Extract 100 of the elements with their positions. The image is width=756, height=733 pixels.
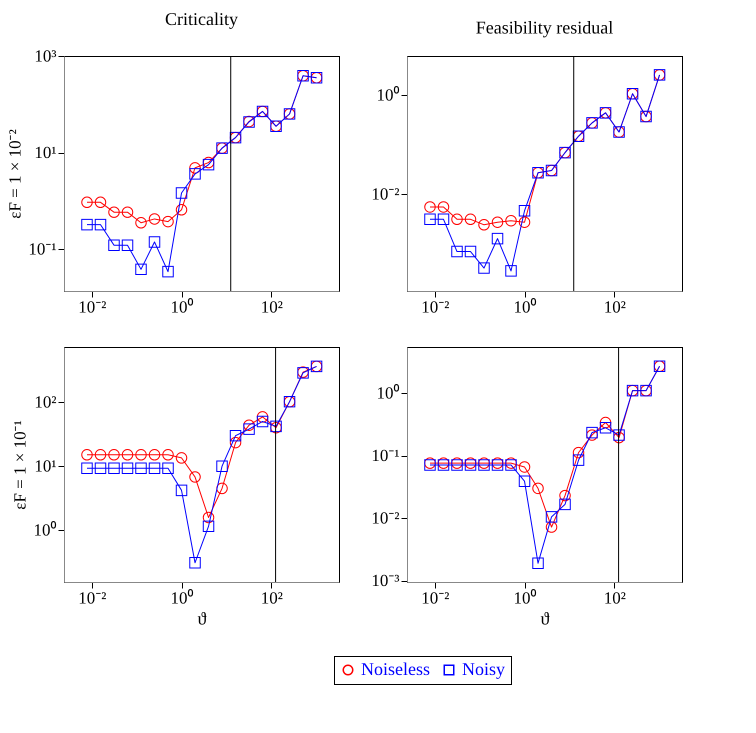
y-tick-label: 10⁻² xyxy=(371,184,400,204)
point xyxy=(81,449,93,460)
point xyxy=(256,411,268,423)
point xyxy=(94,449,106,460)
y-tick-label: 10⁰ xyxy=(34,520,56,540)
chart-title: Criticality xyxy=(165,9,238,29)
y-axis-title: εF = 1 × 10⁻¹ xyxy=(10,420,30,510)
point xyxy=(424,214,436,226)
point xyxy=(230,430,242,442)
x-tick-label: 10² xyxy=(604,588,626,608)
point xyxy=(451,246,463,258)
point xyxy=(613,432,625,444)
point xyxy=(572,446,584,458)
point xyxy=(464,246,476,258)
point xyxy=(505,214,517,226)
point xyxy=(81,218,93,230)
x-tick-label: 10² xyxy=(260,588,283,608)
legend-label: Noiseless xyxy=(361,659,430,679)
point xyxy=(613,429,625,441)
point xyxy=(148,236,160,248)
y-tick-label: 10⁰ xyxy=(376,384,400,403)
point xyxy=(464,214,476,226)
x-tick-label: 10² xyxy=(604,298,626,316)
point xyxy=(424,201,436,213)
point xyxy=(478,262,490,274)
point xyxy=(148,449,160,460)
point xyxy=(108,206,120,218)
x-tick-label: 10⁻² xyxy=(78,298,106,316)
point xyxy=(189,471,201,483)
point xyxy=(162,462,174,474)
point xyxy=(189,168,201,180)
point xyxy=(600,416,612,428)
point xyxy=(492,216,504,228)
y-tick-label: 10⁻² xyxy=(371,508,400,528)
point xyxy=(81,462,93,474)
x-tick-label: 10⁻² xyxy=(421,588,450,608)
point xyxy=(162,216,174,228)
point xyxy=(122,449,134,460)
point xyxy=(162,449,174,460)
chart-title: Feasibility residual xyxy=(476,18,614,38)
point xyxy=(256,416,268,428)
x-tick-label: 10² xyxy=(260,298,283,316)
x-tick-label: 10⁻² xyxy=(421,298,450,316)
x-tick-label: 10⁰ xyxy=(514,298,537,316)
point xyxy=(532,482,544,494)
x-axis-title: ϑ xyxy=(540,608,550,628)
y-tick-label: 10⁻¹ xyxy=(371,446,400,466)
x-axis-title: ϑ xyxy=(198,608,207,628)
x-tick-label: 10⁻² xyxy=(78,588,106,608)
point xyxy=(135,264,147,276)
point xyxy=(202,520,214,532)
point xyxy=(546,521,558,533)
point xyxy=(176,187,188,199)
y-tick-label: 10² xyxy=(34,392,56,412)
point xyxy=(216,460,228,472)
x-tick-label: 10⁰ xyxy=(170,298,194,316)
y-tick-label: 10³ xyxy=(34,46,56,66)
point xyxy=(505,265,517,277)
point xyxy=(176,204,188,216)
point xyxy=(94,218,106,230)
point xyxy=(189,556,201,568)
point xyxy=(243,423,255,435)
y-tick-label: 10¹ xyxy=(34,143,56,162)
point xyxy=(94,462,106,474)
point xyxy=(518,461,530,473)
point xyxy=(108,239,120,251)
point xyxy=(148,213,160,225)
point xyxy=(600,422,612,434)
point xyxy=(135,449,147,460)
point xyxy=(122,239,134,251)
point xyxy=(438,201,450,213)
point xyxy=(216,482,228,494)
point xyxy=(559,490,571,502)
point xyxy=(189,162,201,174)
point xyxy=(108,462,120,474)
point xyxy=(243,420,255,431)
point xyxy=(176,484,188,496)
point xyxy=(518,205,530,217)
point xyxy=(94,196,106,208)
x-tick-label: 10⁰ xyxy=(514,588,537,608)
point xyxy=(230,436,242,448)
point xyxy=(451,214,463,226)
point xyxy=(478,219,490,231)
point xyxy=(546,511,558,523)
y-axis-title: εF = 1 × 10⁻² xyxy=(5,129,24,219)
point xyxy=(518,475,530,487)
point xyxy=(532,557,544,569)
point xyxy=(492,232,504,244)
point xyxy=(572,454,584,466)
point xyxy=(586,426,598,438)
point xyxy=(162,266,174,278)
point xyxy=(202,512,214,524)
point xyxy=(122,462,134,474)
point xyxy=(176,452,188,464)
point xyxy=(81,196,93,208)
y-tick-label: 10⁻³ xyxy=(371,571,400,590)
point xyxy=(586,429,598,441)
point xyxy=(148,462,160,474)
y-tick-label: 10⁻¹ xyxy=(28,240,56,259)
point xyxy=(438,214,450,226)
